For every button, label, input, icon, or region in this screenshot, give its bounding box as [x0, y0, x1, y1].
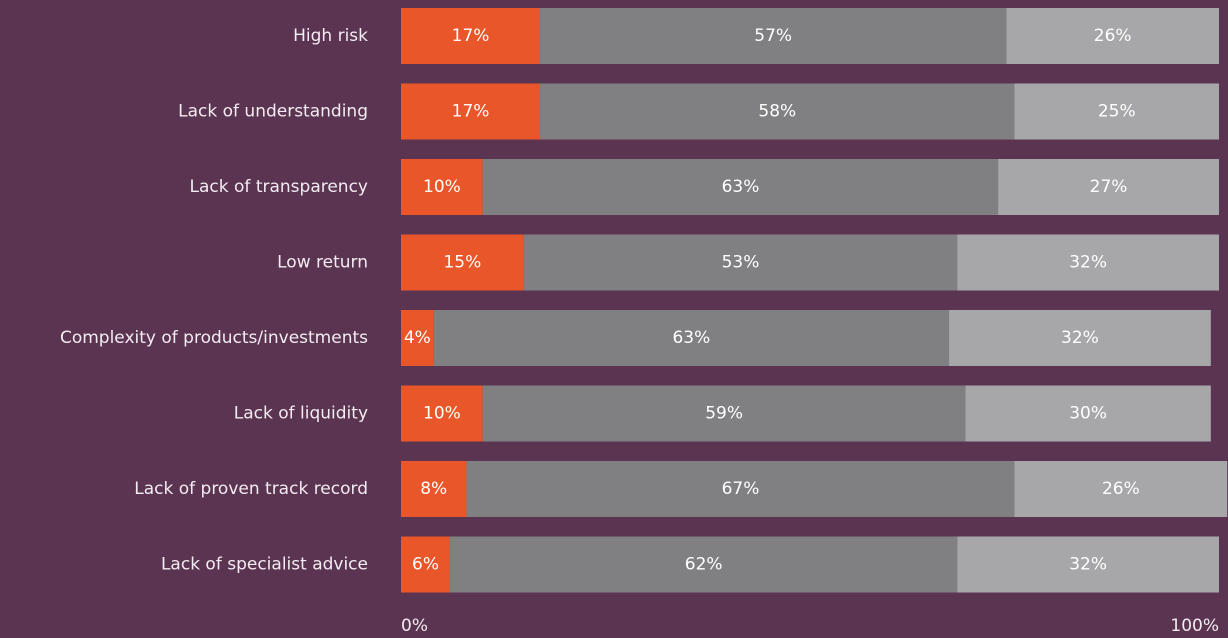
bar-segment [949, 310, 1211, 366]
bar-segment [1006, 8, 1219, 64]
bar-segment [401, 83, 541, 140]
bar-label: 63% [672, 328, 710, 348]
bar-label: 17% [452, 102, 490, 122]
bar-label: 8% [420, 479, 447, 499]
bar-label: 67% [722, 479, 760, 499]
bar-label: 32% [1061, 328, 1099, 348]
category-label: Lack of proven track record [134, 479, 368, 499]
bar-label: 62% [685, 555, 723, 575]
bar-segment [450, 536, 958, 593]
bar-segment [957, 234, 1219, 291]
category-label: Complexity of products/investments [60, 328, 368, 348]
bar-segment [957, 536, 1219, 593]
bar-label: 15% [443, 253, 481, 273]
x-tick-label: 0% [401, 616, 428, 636]
bar-segment [401, 159, 483, 215]
category-label: Low return [277, 253, 368, 273]
bar-segment [401, 234, 524, 291]
bar-label: 26% [1102, 479, 1140, 499]
x-tick-label: 100% [1170, 616, 1219, 636]
bar-label: 32% [1069, 555, 1107, 575]
bar-label: 53% [722, 253, 760, 273]
category-label: Lack of understanding [178, 102, 368, 122]
bar-label: 10% [423, 404, 461, 424]
bar-segment [401, 310, 434, 366]
bar-label: 6% [412, 555, 439, 575]
bar-segment [998, 159, 1219, 215]
bar-label: 57% [754, 26, 792, 46]
bar-segment [540, 83, 1015, 140]
bar-label: 26% [1094, 26, 1132, 46]
bar-label: 30% [1069, 404, 1107, 424]
bar-label: 32% [1069, 253, 1107, 273]
bar-label: 25% [1098, 102, 1136, 122]
bar-label: 4% [404, 328, 431, 348]
bar-segment [401, 385, 483, 442]
bar-label: 63% [722, 177, 760, 197]
bar-segment [482, 385, 966, 442]
bar-label: 59% [705, 404, 743, 424]
bar-segment [1014, 461, 1228, 517]
bar-segment [965, 385, 1211, 442]
bar-label: 58% [758, 102, 796, 122]
bar-segment [540, 8, 1007, 64]
bar-segment [523, 234, 958, 291]
bar-label: 10% [423, 177, 461, 197]
bar-segment [433, 310, 950, 366]
category-label: Lack of transparency [190, 177, 368, 197]
bar-label: 17% [452, 26, 490, 46]
bar-segment [401, 461, 467, 517]
bar-segment [401, 536, 451, 593]
category-label: Lack of specialist advice [161, 555, 368, 575]
bar-label: 27% [1090, 177, 1128, 197]
bar-segment [1014, 83, 1219, 140]
category-label: Lack of liquidity [234, 404, 368, 424]
bar-segment [466, 461, 1015, 517]
bar-segment [401, 8, 541, 64]
bar-segment [482, 159, 999, 215]
category-label: High risk [293, 26, 368, 46]
